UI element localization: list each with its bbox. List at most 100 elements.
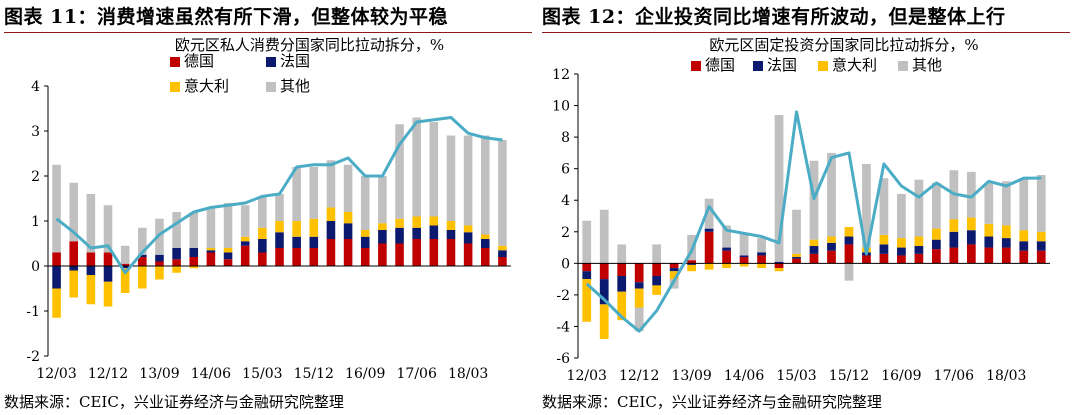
bar-segment bbox=[395, 124, 404, 219]
bar-segment bbox=[86, 275, 96, 305]
bar-segment bbox=[984, 182, 994, 224]
bar-segment bbox=[862, 255, 871, 264]
x-tick-label: 14/06 bbox=[191, 366, 231, 382]
bar-segment bbox=[223, 203, 233, 248]
bar-segment bbox=[1036, 174, 1046, 232]
bar-segment bbox=[669, 271, 679, 280]
bar-segment bbox=[1001, 225, 1011, 239]
bar-segment bbox=[326, 160, 336, 208]
legend-swatch bbox=[170, 82, 180, 92]
bar-segment bbox=[138, 257, 147, 266]
bar-segment bbox=[949, 219, 959, 232]
bar-segment bbox=[429, 239, 439, 266]
bar-segment bbox=[206, 207, 216, 248]
bar-segment bbox=[704, 198, 714, 229]
x-tick-label: 12/12 bbox=[88, 366, 128, 382]
bar-segment bbox=[687, 263, 696, 265]
y-tick-label: -1 bbox=[26, 304, 40, 320]
bar-segment bbox=[206, 248, 216, 251]
bar-segment bbox=[1036, 250, 1046, 264]
x-tick-label: 13/09 bbox=[139, 366, 179, 382]
bar-segment bbox=[599, 304, 609, 340]
bar-segment bbox=[844, 227, 854, 237]
bar-segment bbox=[582, 220, 592, 264]
bar-segment bbox=[897, 255, 906, 264]
legend-label: 法国 bbox=[767, 56, 797, 74]
bar-segment bbox=[498, 245, 507, 251]
bar-segment bbox=[326, 207, 336, 221]
bar-segment bbox=[223, 252, 233, 260]
bar-segment bbox=[617, 263, 627, 276]
legend-label: 其他 bbox=[912, 56, 942, 74]
bar-segment bbox=[206, 252, 216, 266]
legend-swatch bbox=[898, 61, 908, 71]
bar-segment bbox=[378, 223, 387, 230]
bar-segment bbox=[275, 194, 284, 221]
bar-segment bbox=[258, 239, 267, 253]
title-rule bbox=[4, 32, 532, 33]
bar-segment bbox=[1036, 231, 1046, 242]
bar-segment bbox=[360, 230, 370, 237]
bar-segment bbox=[809, 239, 819, 246]
bar-segment bbox=[966, 171, 976, 218]
y-tick-label: 12 bbox=[552, 67, 570, 83]
bar-segment bbox=[617, 244, 627, 264]
bar-segment bbox=[914, 245, 924, 254]
legend-label: 意大利 bbox=[184, 77, 229, 95]
bar-segment bbox=[343, 223, 353, 239]
x-tick-label: 15/03 bbox=[776, 368, 816, 384]
y-tick-label: 3 bbox=[31, 124, 40, 140]
figure-investment: 图表 12：企业投资同比增速有所波动，但是整体上行 欧元区固定投资分国家同比拉动… bbox=[542, 0, 1070, 415]
bar-segment bbox=[463, 225, 473, 233]
bar-segment bbox=[292, 167, 301, 221]
bar-segment bbox=[378, 176, 387, 224]
bar-segment bbox=[240, 236, 250, 242]
x-tick-label: 16/09 bbox=[881, 368, 921, 384]
x-tick-label: 18/03 bbox=[986, 368, 1026, 384]
bar-segment bbox=[360, 176, 370, 230]
bar-segment bbox=[652, 244, 662, 264]
bar-segment bbox=[360, 236, 370, 248]
bar-segment bbox=[774, 263, 784, 269]
bar-segment bbox=[103, 281, 113, 307]
bar-segment bbox=[792, 209, 801, 254]
bar-segment bbox=[634, 288, 644, 308]
figure-title: 图表 11：消费增速虽然有所下滑，但整体较为平稳 bbox=[4, 6, 449, 28]
bar-segment bbox=[429, 216, 439, 226]
bar-segment bbox=[103, 205, 113, 253]
bar-segment bbox=[258, 252, 267, 266]
legend-swatch bbox=[170, 57, 180, 67]
bar-segment bbox=[1036, 241, 1046, 251]
legend-label: 法国 bbox=[280, 52, 310, 70]
bar-segment bbox=[582, 279, 592, 322]
bar-segment bbox=[634, 282, 644, 289]
bar-segment bbox=[966, 217, 976, 231]
bar-segment bbox=[599, 209, 609, 264]
legend-label: 德国 bbox=[705, 56, 735, 74]
legend-swatch bbox=[818, 61, 828, 71]
bar-segment bbox=[897, 238, 906, 248]
total-line bbox=[585, 110, 1042, 333]
y-tick-label: 4 bbox=[561, 193, 570, 209]
y-tick-label: 2 bbox=[561, 225, 570, 241]
bar-segment bbox=[309, 248, 319, 266]
bar-segment bbox=[774, 261, 784, 264]
bar-segment bbox=[739, 233, 749, 256]
bar-segment bbox=[599, 263, 609, 280]
bar-segment bbox=[809, 245, 819, 254]
legend-swatch bbox=[753, 61, 763, 71]
bar-segment bbox=[1019, 250, 1029, 264]
bar-segment bbox=[687, 260, 696, 264]
bar-segment bbox=[446, 230, 456, 239]
bar-segment bbox=[412, 227, 421, 239]
bar-segment bbox=[292, 248, 301, 266]
bar-segment bbox=[704, 263, 714, 270]
bar-segment bbox=[984, 247, 994, 264]
bar-segment bbox=[206, 250, 216, 253]
y-tick-label: 0 bbox=[31, 259, 40, 275]
bar-segment bbox=[914, 179, 924, 237]
bar-segment bbox=[809, 160, 819, 240]
bar-segment bbox=[634, 307, 644, 332]
bar-segment bbox=[862, 163, 871, 248]
bar-segment bbox=[86, 252, 96, 266]
